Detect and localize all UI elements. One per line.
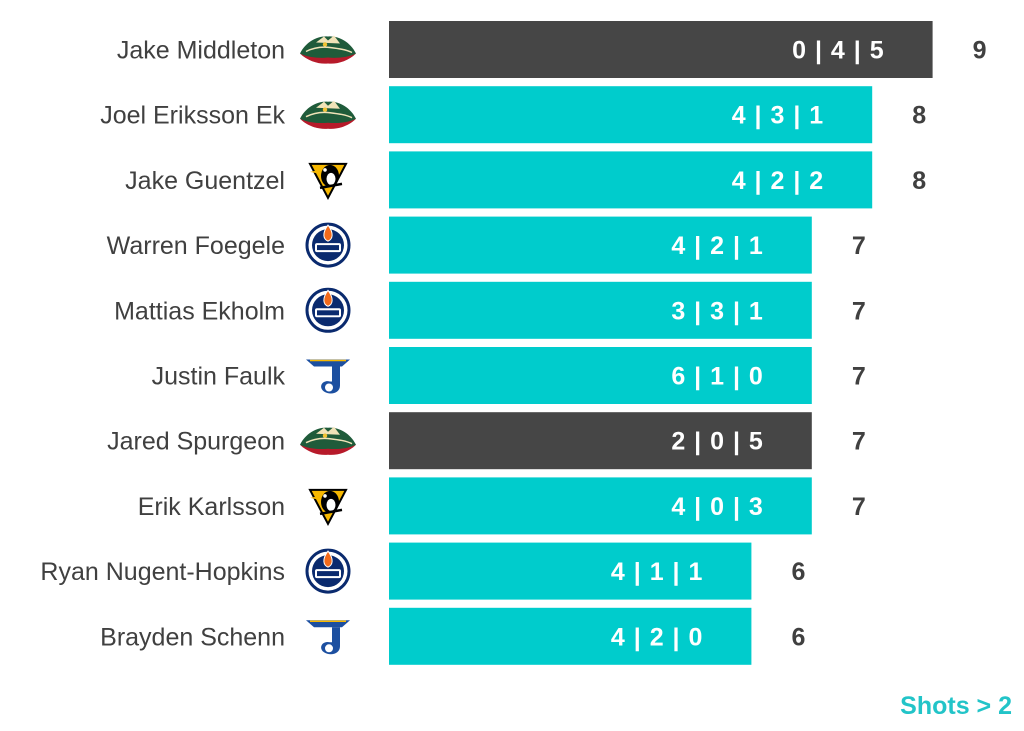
player-name: Jared Spurgeon xyxy=(107,428,285,456)
bar-breakdown-label: 4 | 3 | 1 xyxy=(732,102,824,130)
bar xyxy=(389,607,752,665)
bar xyxy=(389,151,873,209)
bar-total-label: 9 xyxy=(973,37,987,65)
st-louis-blues-logo-icon xyxy=(306,359,350,394)
player-name: Jake Guentzel xyxy=(125,167,285,195)
bar-breakdown-label: 3 | 3 | 1 xyxy=(671,297,763,325)
player-name: Mattias Ekholm xyxy=(114,297,285,325)
edmonton-oilers-logo-icon xyxy=(305,548,351,594)
pittsburgh-penguins-logo-icon xyxy=(308,488,348,527)
player-name: Joel Eriksson Ek xyxy=(100,102,285,130)
bar xyxy=(389,86,873,144)
bar-breakdown-label: 4 | 1 | 1 xyxy=(611,558,703,586)
player-name: Brayden Schenn xyxy=(100,623,285,651)
minnesota-wild-logo-icon xyxy=(300,35,356,64)
bar-total-label: 7 xyxy=(852,297,866,325)
bar xyxy=(389,412,812,470)
player-name: Jake Middleton xyxy=(117,37,285,65)
bar-breakdown-label: 4 | 2 | 0 xyxy=(611,623,703,651)
bar-total-label: 7 xyxy=(852,232,866,260)
chart-rows: Jake Middleton 0 | 4 | 5 9 Joel Eriksson Ek… xyxy=(40,21,987,665)
bar-breakdown-label: 4 | 0 | 3 xyxy=(671,493,763,521)
bar-total-label: 8 xyxy=(912,167,926,195)
bar-breakdown-label: 4 | 2 | 1 xyxy=(671,232,763,260)
bar-breakdown-label: 2 | 0 | 5 xyxy=(671,428,763,456)
bar-total-label: 7 xyxy=(852,363,866,391)
edmonton-oilers-logo-icon xyxy=(305,287,351,333)
minnesota-wild-logo-icon xyxy=(300,100,356,129)
bar-breakdown-label: 6 | 1 | 0 xyxy=(671,363,763,391)
edmonton-oilers-logo-icon xyxy=(305,222,351,268)
bar-breakdown-label: 0 | 4 | 5 xyxy=(792,37,884,65)
bar xyxy=(389,216,812,274)
bar-total-label: 6 xyxy=(791,623,805,651)
bar xyxy=(389,347,812,404)
bar-total-label: 7 xyxy=(852,493,866,521)
minnesota-wild-logo-icon xyxy=(300,426,356,455)
bar-total-label: 6 xyxy=(791,558,805,586)
bar xyxy=(389,21,933,78)
player-name: Erik Karlsson xyxy=(138,493,285,521)
pittsburgh-penguins-logo-icon xyxy=(308,162,348,201)
player-name: Justin Faulk xyxy=(152,363,286,391)
bar-breakdown-label: 4 | 2 | 2 xyxy=(732,167,824,195)
player-name: Ryan Nugent-Hopkins xyxy=(40,558,285,586)
bar xyxy=(389,281,812,339)
st-louis-blues-logo-icon xyxy=(306,620,350,655)
bar xyxy=(389,542,752,600)
bar-total-label: 7 xyxy=(852,428,866,456)
player-name: Warren Foegele xyxy=(107,232,285,260)
bar-total-label: 8 xyxy=(912,102,926,130)
footnote: Shots > 2 xyxy=(900,692,1012,720)
bar xyxy=(389,477,812,535)
